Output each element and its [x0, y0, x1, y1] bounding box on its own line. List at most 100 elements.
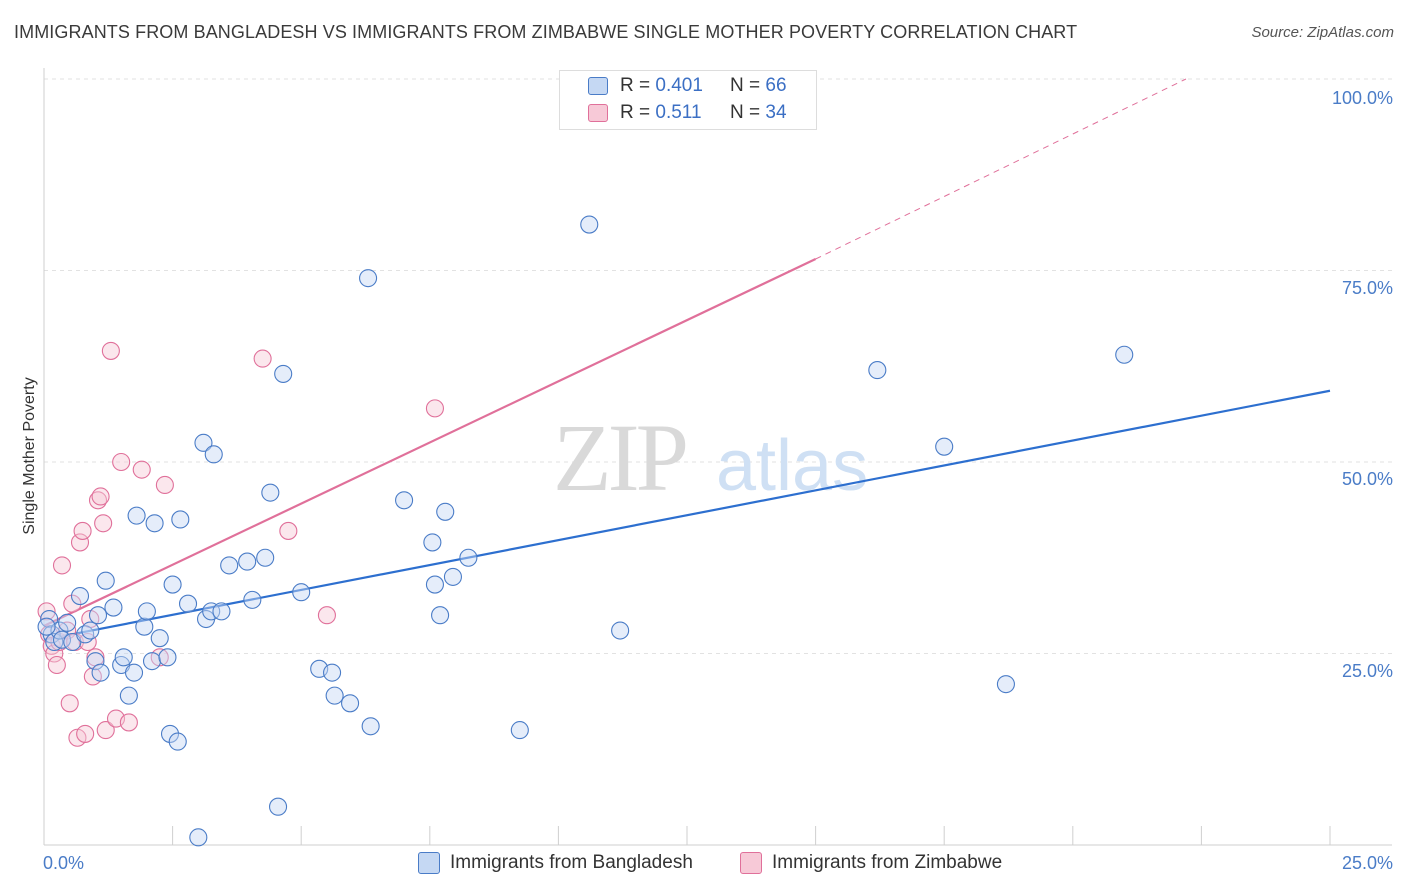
bangladesh-point: [96, 571, 115, 590]
zimbabwe-point: [425, 399, 444, 418]
bangladesh-point: [104, 598, 123, 617]
legend-n-value: 66: [765, 75, 787, 96]
zimbabwe-point: [96, 721, 115, 740]
legend-n-value: 34: [765, 102, 787, 123]
bangladesh-point: [212, 602, 231, 621]
bangladesh-point: [580, 215, 599, 234]
bangladesh-point: [178, 594, 198, 613]
bangladesh-point: [142, 652, 162, 671]
y-tick-label: 75.0%: [1342, 278, 1393, 298]
bangladesh-point: [323, 663, 342, 682]
zimbabwe-point: [101, 341, 120, 360]
bangladesh-point: [88, 606, 108, 625]
zimbabwe-point: [94, 514, 113, 533]
bangladesh-point: [137, 602, 156, 621]
bangladesh-point: [189, 828, 208, 847]
watermark-zip: ZIP: [553, 404, 686, 511]
zimbabwe-trendline-extension: [815, 78, 1187, 260]
bangladesh-point: [459, 548, 478, 567]
bangladesh-point: [274, 364, 293, 383]
bangladesh-point: [261, 483, 280, 502]
legend-n-label: N =: [730, 102, 766, 123]
x-tick-label: 25.0%: [1342, 853, 1393, 873]
watermark: ZIP atlas: [553, 404, 868, 511]
bangladesh-point: [127, 506, 146, 525]
legend-swatch-blue: [588, 77, 608, 95]
bangladesh-point: [443, 567, 462, 586]
bangladesh-point: [171, 510, 190, 529]
zimbabwe-point: [155, 475, 174, 495]
bangladesh-point: [423, 533, 442, 552]
bangladesh-point: [395, 491, 414, 510]
zimbabwe-point: [60, 694, 79, 713]
bangladesh-point: [325, 686, 344, 705]
watermark-atlas: atlas: [716, 426, 868, 506]
bangladesh-point: [194, 433, 213, 452]
legend-swatch-pink: [588, 104, 608, 122]
zimbabwe-point: [91, 487, 110, 506]
zimbabwe-point: [73, 521, 92, 540]
legend-r-label: R =: [620, 102, 656, 123]
zimbabwe-point: [317, 606, 336, 625]
bangladesh-point: [220, 556, 239, 575]
bangladesh-point: [160, 724, 180, 743]
y-tick-label: 50.0%: [1342, 469, 1393, 489]
bangladesh-point: [996, 675, 1015, 694]
legend-r-value: 0.401: [655, 75, 703, 96]
bangladesh-point: [935, 437, 954, 456]
bangladesh-point: [1115, 345, 1134, 364]
y-axis-label: Single Mother Poverty: [21, 377, 38, 534]
x-tick-label: 0.0%: [43, 853, 84, 873]
trend-lines: [43, 78, 1331, 641]
bangladesh-point: [204, 445, 223, 464]
tick-labels: 0.0% 25.0% 25.0% 50.0% 75.0% 100.0%: [43, 88, 1393, 873]
zimbabwe-point: [70, 533, 90, 552]
bottom-legend-label: Immigrants from Bangladesh: [450, 852, 693, 874]
zimbabwe-point: [132, 460, 151, 479]
bangladesh-trendline: [43, 389, 1331, 641]
bangladesh-points: [37, 215, 1134, 847]
zimbabwe-point: [119, 713, 138, 732]
bangladesh-point: [436, 502, 455, 521]
bangladesh-point: [145, 514, 164, 533]
bottom-legend-swatch-pink: [740, 852, 762, 874]
zimbabwe-point: [279, 521, 298, 540]
legend-r-value: 0.511: [655, 102, 702, 123]
bangladesh-point: [135, 617, 154, 636]
y-tick-label: 25.0%: [1342, 661, 1393, 681]
bottom-legend-swatch-blue: [418, 852, 440, 874]
bangladesh-point: [425, 575, 444, 594]
bangladesh-point: [611, 621, 630, 640]
bangladesh-point: [292, 583, 311, 602]
legend-n-label: N =: [730, 75, 766, 96]
bangladesh-point: [91, 663, 110, 682]
source-label: Source: ZipAtlas.com: [1251, 24, 1394, 41]
bangladesh-point: [243, 590, 262, 609]
bangladesh-point: [158, 648, 177, 667]
bangladesh-point: [58, 613, 77, 632]
zimbabwe-point: [63, 594, 82, 613]
bangladesh-point: [119, 686, 138, 705]
zimbabwe-point: [47, 655, 66, 675]
bangladesh-point: [37, 617, 56, 636]
bangladesh-point: [431, 606, 450, 625]
bangladesh-point: [256, 548, 275, 567]
bangladesh-point: [124, 663, 144, 682]
bangladesh-point: [81, 621, 100, 640]
axes: [43, 68, 1392, 846]
zimbabwe-point: [253, 349, 272, 368]
zimbabwe-point: [52, 556, 72, 575]
bottom-legend-zimbabwe: Immigrants from Zimbabwe: [740, 852, 1002, 874]
bangladesh-point: [86, 652, 105, 671]
bottom-legend-bangladesh: Immigrants from Bangladesh: [418, 852, 693, 874]
legend: R = 0.401 N = 66 R = 0.511 N = 34: [559, 70, 817, 130]
zimbabwe-point: [76, 724, 95, 743]
legend-r-label: R =: [620, 75, 656, 96]
bangladesh-point: [163, 575, 182, 594]
bangladesh-point: [359, 269, 378, 288]
chart-title: IMMIGRANTS FROM BANGLADESH VS IMMIGRANTS…: [14, 22, 1078, 42]
bangladesh-point: [868, 361, 887, 380]
bangladesh-point: [70, 586, 90, 606]
bangladesh-point: [238, 552, 257, 571]
